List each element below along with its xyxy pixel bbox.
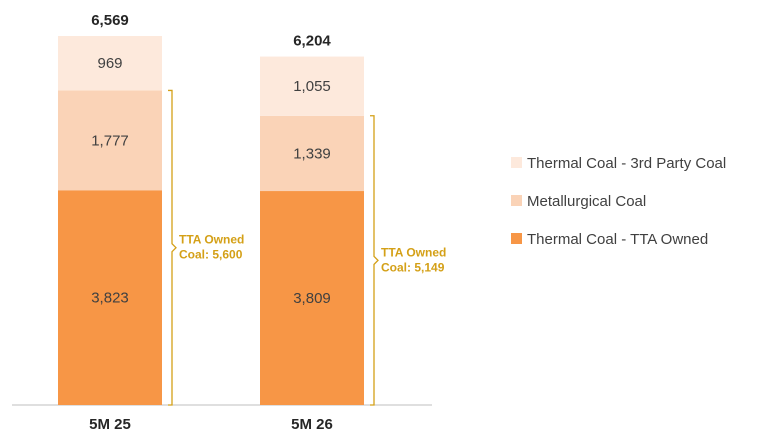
bar-segment-2-3 [260, 56, 364, 116]
category-label: 5M 25 [89, 416, 131, 433]
owned-coal-bracket [168, 89, 177, 406]
segment-value-label: 1,339 [293, 145, 331, 162]
bar-segment-1-3 [58, 36, 162, 91]
bars-group [58, 36, 364, 405]
total-label: 6,204 [293, 33, 331, 50]
legend: Thermal Coal - 3rd Party Coal Metallurgic… [511, 155, 726, 248]
category-label: 5M 26 [291, 416, 333, 433]
annotation-value: Coal: 5,600 [179, 248, 243, 262]
segment-value-label: 1,777 [91, 132, 129, 149]
annotation-label: TTA Owned [179, 233, 244, 247]
segment-value-label: 1,055 [293, 78, 331, 95]
annotation-label: TTA Owned [381, 245, 446, 259]
bar-segment-2-2 [260, 115, 364, 192]
legend-swatch [511, 157, 522, 168]
legend-label: Metallurgical Coal [527, 193, 646, 210]
segment-value-label: 969 [97, 55, 122, 72]
segment-value-label: 3,809 [293, 290, 331, 307]
owned-coal-bracket [370, 115, 379, 406]
legend-label: Thermal Coal - TTA Owned [527, 231, 708, 248]
segment-value-label: 3,823 [91, 290, 129, 307]
total-label: 6,569 [91, 12, 129, 29]
legend-label: Thermal Coal - 3rd Party Coal [527, 155, 726, 172]
bar-segment-1-2 [58, 90, 162, 191]
labels-group: 3,823 1,777 969 6,569 5M 25 3,809 1,339 1,055 6,… [89, 12, 333, 433]
legend-swatch [511, 233, 522, 244]
legend-swatch [511, 195, 522, 206]
bar-segment-2-1 [260, 191, 364, 405]
annotation-value: Coal: 5,149 [381, 260, 445, 274]
bar-segment-1-1 [58, 190, 162, 405]
